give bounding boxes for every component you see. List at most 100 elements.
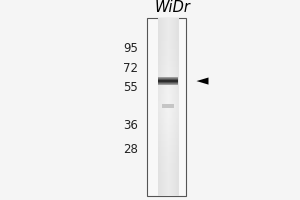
Bar — [158, 23, 178, 25]
Bar — [158, 67, 178, 69]
Bar — [158, 136, 178, 138]
Bar — [158, 107, 178, 110]
Bar — [158, 25, 178, 27]
Bar — [158, 154, 178, 156]
Bar — [158, 94, 178, 96]
Bar — [158, 87, 178, 89]
Text: WiDr: WiDr — [154, 0, 190, 15]
Bar — [158, 101, 178, 103]
Bar — [158, 165, 178, 167]
Bar — [158, 183, 178, 185]
Bar — [158, 41, 178, 43]
Bar — [158, 61, 178, 63]
Bar — [158, 123, 178, 125]
Bar — [158, 141, 178, 143]
Bar — [158, 103, 178, 105]
Bar — [158, 116, 178, 118]
Bar — [158, 21, 178, 23]
Bar — [158, 118, 178, 121]
Bar — [158, 49, 178, 52]
Bar — [158, 181, 178, 183]
Bar — [158, 43, 178, 45]
Bar — [158, 82, 178, 83]
Bar — [158, 170, 178, 172]
Bar — [158, 152, 178, 154]
Text: 95: 95 — [123, 42, 138, 55]
Bar — [171, 18, 172, 196]
Bar — [158, 34, 178, 36]
Bar — [158, 18, 159, 196]
Bar — [161, 18, 162, 196]
Bar — [169, 18, 170, 196]
Bar — [158, 98, 178, 101]
Bar — [158, 45, 178, 47]
Bar — [158, 78, 178, 81]
Bar — [158, 47, 178, 49]
Bar — [158, 78, 178, 79]
Bar — [176, 18, 177, 196]
Bar — [172, 18, 173, 196]
Bar — [158, 63, 178, 65]
Bar — [165, 18, 166, 196]
Bar — [162, 104, 174, 108]
Bar — [158, 74, 178, 76]
Bar — [158, 96, 178, 98]
Bar — [158, 69, 178, 72]
Bar — [158, 54, 178, 56]
Bar — [158, 174, 178, 176]
Bar — [162, 18, 163, 196]
Bar — [158, 89, 178, 92]
Bar — [158, 27, 178, 29]
Bar — [158, 147, 178, 150]
Bar — [158, 112, 178, 114]
Bar — [173, 18, 174, 196]
Bar — [167, 18, 168, 196]
Bar — [158, 145, 178, 147]
Text: 72: 72 — [123, 62, 138, 75]
Bar — [158, 190, 178, 192]
Bar — [158, 138, 178, 141]
Bar — [158, 81, 178, 83]
Bar — [158, 132, 178, 134]
Bar — [158, 80, 178, 81]
Bar — [158, 176, 178, 178]
Bar — [158, 79, 178, 80]
Bar — [158, 161, 178, 163]
Bar — [158, 125, 178, 127]
Polygon shape — [196, 77, 208, 85]
Bar — [158, 172, 178, 174]
Bar — [158, 72, 178, 74]
Bar — [158, 65, 178, 67]
Bar — [158, 114, 178, 116]
Bar — [169, 18, 170, 196]
Text: 36: 36 — [123, 119, 138, 132]
Bar — [163, 18, 164, 196]
Text: 55: 55 — [123, 81, 138, 94]
Bar — [158, 85, 178, 87]
Bar — [158, 143, 178, 145]
Bar — [158, 163, 178, 165]
Bar — [158, 18, 159, 196]
Bar — [177, 18, 178, 196]
Bar — [170, 18, 171, 196]
Bar — [158, 167, 178, 170]
Bar — [158, 92, 178, 94]
Bar — [158, 150, 178, 152]
Bar — [158, 32, 178, 34]
Bar — [159, 18, 160, 196]
Bar — [158, 84, 178, 85]
Bar — [158, 185, 178, 187]
Bar — [158, 77, 178, 78]
Bar — [158, 158, 178, 161]
Bar — [158, 58, 178, 61]
Bar — [158, 194, 178, 196]
Bar — [147, 18, 186, 196]
Bar — [158, 83, 178, 84]
Bar — [164, 18, 165, 196]
Bar — [174, 18, 175, 196]
Bar — [158, 52, 178, 54]
Bar — [158, 192, 178, 194]
Bar — [158, 156, 178, 158]
Bar — [158, 105, 178, 107]
Bar — [168, 18, 169, 196]
